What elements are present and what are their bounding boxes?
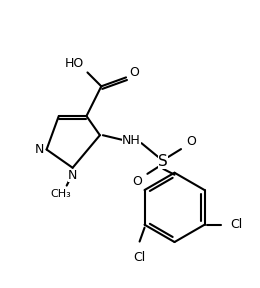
Text: N: N bbox=[35, 143, 44, 156]
Text: HO: HO bbox=[65, 57, 84, 70]
Text: S: S bbox=[158, 154, 168, 169]
Text: NH: NH bbox=[122, 134, 141, 147]
Text: CH₃: CH₃ bbox=[50, 189, 71, 198]
Text: Cl: Cl bbox=[133, 251, 146, 264]
Text: N: N bbox=[68, 169, 77, 182]
Text: O: O bbox=[133, 175, 142, 188]
Text: Cl: Cl bbox=[230, 218, 242, 231]
Text: O: O bbox=[186, 135, 196, 148]
Text: O: O bbox=[129, 66, 139, 79]
